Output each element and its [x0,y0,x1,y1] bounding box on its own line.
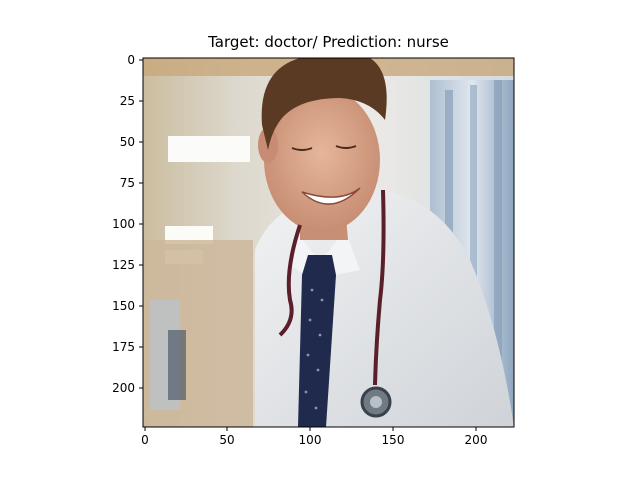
curtain-fold [470,85,477,427]
y-tick-label: 25 [120,94,135,108]
tie-dots [304,288,324,410]
ceiling-light [165,226,213,244]
y-tick-label: 150 [112,299,135,313]
stethoscope-tube [373,189,386,386]
eye [291,147,313,151]
y-tick-label: 125 [112,258,135,272]
curtain-fold [494,80,502,427]
x-tick-label: 200 [465,433,488,447]
x-tick-label: 100 [299,433,322,447]
y-tick-label: 100 [112,217,135,231]
y-tick-label: 50 [120,135,135,149]
stethoscope-chestpiece-center [370,396,382,408]
hair [261,58,387,150]
x-tick-label: 0 [141,433,149,447]
x-axis: 0 50 100 150 200 [141,427,487,447]
eye [335,145,357,149]
y-tick-label: 75 [120,176,135,190]
ceiling-light [168,136,250,162]
y-axis: 0 25 50 75 100 125 150 175 200 [112,53,143,395]
stethoscope-tube [278,224,302,337]
plot-title: Target: doctor/ Prediction: nurse [208,33,449,51]
necktie [298,255,336,427]
x-tick-label: 150 [382,433,405,447]
smile [301,187,361,205]
corridor-figure [168,330,186,400]
x-tick-label: 50 [219,433,234,447]
y-tick-label: 0 [127,53,135,67]
y-tick-label: 175 [112,340,135,354]
doctor-photo [143,58,514,427]
axes-frame [142,57,515,428]
y-tick-label: 200 [112,381,135,395]
